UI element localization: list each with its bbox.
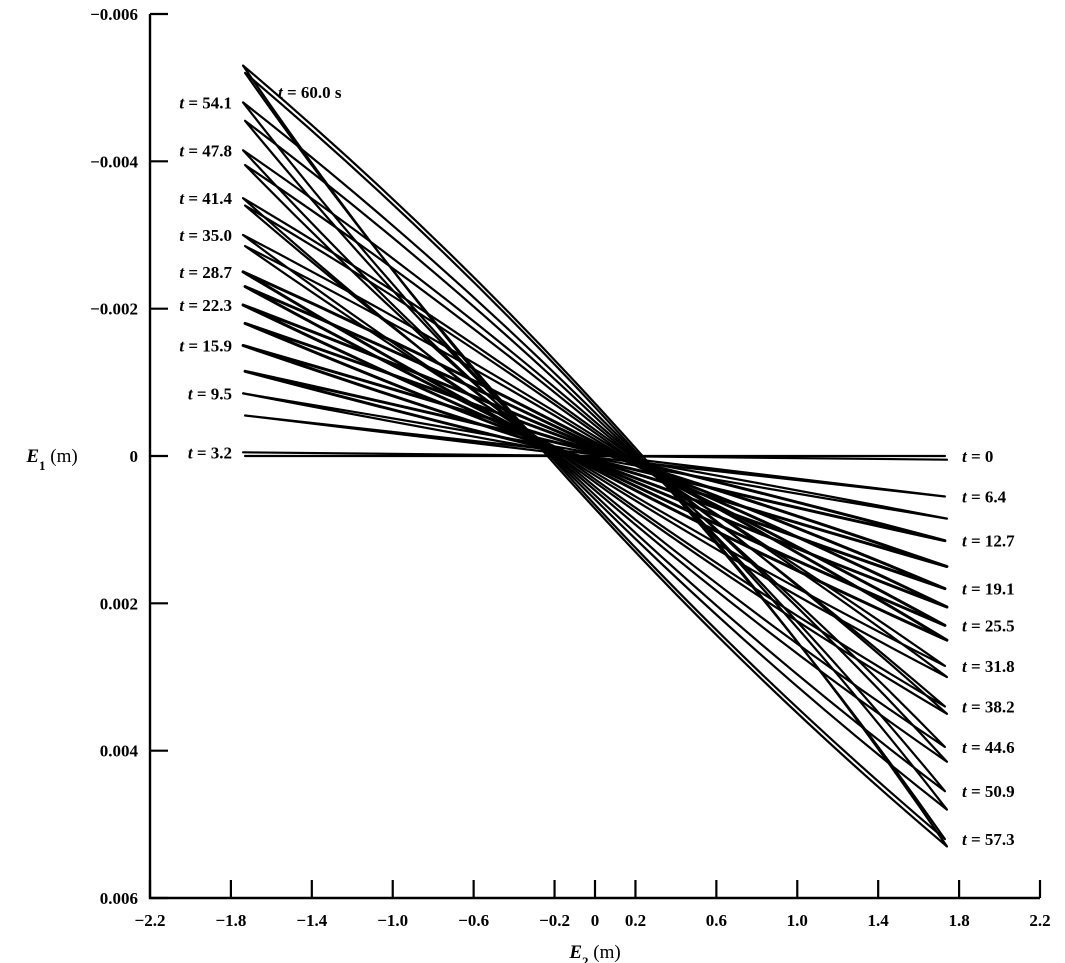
- curve-label-left-41-4: t = 41.4: [179, 189, 232, 208]
- curve-label-right-38-2: t = 38.2: [962, 697, 1015, 716]
- curve-label-right-50-9: t = 50.9: [962, 782, 1015, 801]
- curve-t-9-5: [241, 392, 949, 520]
- x-tick-label: 0: [591, 911, 600, 930]
- x-tick-label: 0.6: [706, 911, 727, 930]
- x-tick-label: −1.0: [377, 911, 408, 930]
- curve-t-15-9: [241, 344, 949, 568]
- y-tick-label: −0.002: [90, 300, 138, 319]
- y-tick-label: 0.002: [100, 594, 138, 613]
- y-tick-label: −0.006: [90, 5, 138, 24]
- curve-label-left-3-2: t = 3.2: [188, 443, 232, 462]
- x-tick-label: 1.8: [948, 911, 969, 930]
- x-tick-label: 2.2: [1029, 911, 1050, 930]
- curve-label-left-28-7: t = 28.7: [179, 263, 232, 282]
- curve-label-left-35: t = 35.0: [179, 226, 232, 245]
- x-tick-label: −1.4: [296, 911, 327, 930]
- x-tick-label: 1.0: [787, 911, 808, 930]
- curve-t-25-5: [243, 285, 947, 627]
- curves-group: [241, 64, 949, 848]
- y-tick-label: 0.004: [100, 742, 139, 761]
- x-tick-label: −2.2: [135, 911, 166, 930]
- curve-label-left-22-3: t = 22.3: [179, 296, 232, 315]
- curve-t-60: [241, 64, 949, 848]
- curve-label-left-9-5: t = 9.5: [188, 384, 232, 403]
- axes-group: −0.006 −0.004 −0.002 0 0.002 0.004 0.006 −2.2 −1…: [25, 5, 1050, 963]
- curve-t-44-6: [243, 163, 947, 749]
- curve-label-right-31-8: t = 31.8: [962, 657, 1015, 676]
- y-tick-label: 0: [130, 447, 139, 466]
- curve-t-6-4: [243, 414, 947, 498]
- curve-label-right-12-7: t = 12.7: [962, 532, 1015, 551]
- y-tick-label: −0.004: [90, 152, 138, 171]
- curve-t-54-1: [241, 101, 949, 811]
- curve-t-47-8: [241, 149, 949, 763]
- x-tick-label: −1.8: [215, 911, 246, 930]
- curve-t-50-9: [243, 119, 947, 793]
- curve-label-left-47-8: t = 47.8: [179, 141, 232, 160]
- curve-label-right-57-3: t = 57.3: [962, 830, 1015, 849]
- curve-label-top: t = 60.0 s: [278, 83, 342, 102]
- curve-t-35: [241, 233, 949, 679]
- y-tick-label: 0.006: [100, 889, 138, 908]
- curve-t-41-4: [241, 197, 949, 715]
- curve-label-left-54-1: t = 54.1: [179, 93, 232, 112]
- curve-label-right-0: t = 0: [962, 447, 993, 466]
- curve-label-right-19-1: t = 19.1: [962, 580, 1015, 599]
- curve-labels-group: t = 54.1 t = 47.8 t = 41.4 t = 35.0 t = 28.7…: [179, 83, 1015, 849]
- y-axis-title: E1 (m): [25, 446, 77, 473]
- x-axis-title: E2 (m): [568, 942, 620, 963]
- curve-t-3-2: [241, 451, 949, 461]
- x-tick-label: 1.4: [868, 911, 890, 930]
- curve-label-right-44-6: t = 44.6: [962, 738, 1015, 757]
- x-tick-label: −0.6: [458, 911, 489, 930]
- curve-label-right-6-4: t = 6.4: [962, 488, 1007, 507]
- x-tick-label: −0.2: [539, 911, 570, 930]
- curve-label-right-25-5: t = 25.5: [962, 616, 1015, 635]
- x-tick-label: 0.2: [625, 911, 646, 930]
- curve-label-left-15-9: t = 15.9: [179, 337, 232, 356]
